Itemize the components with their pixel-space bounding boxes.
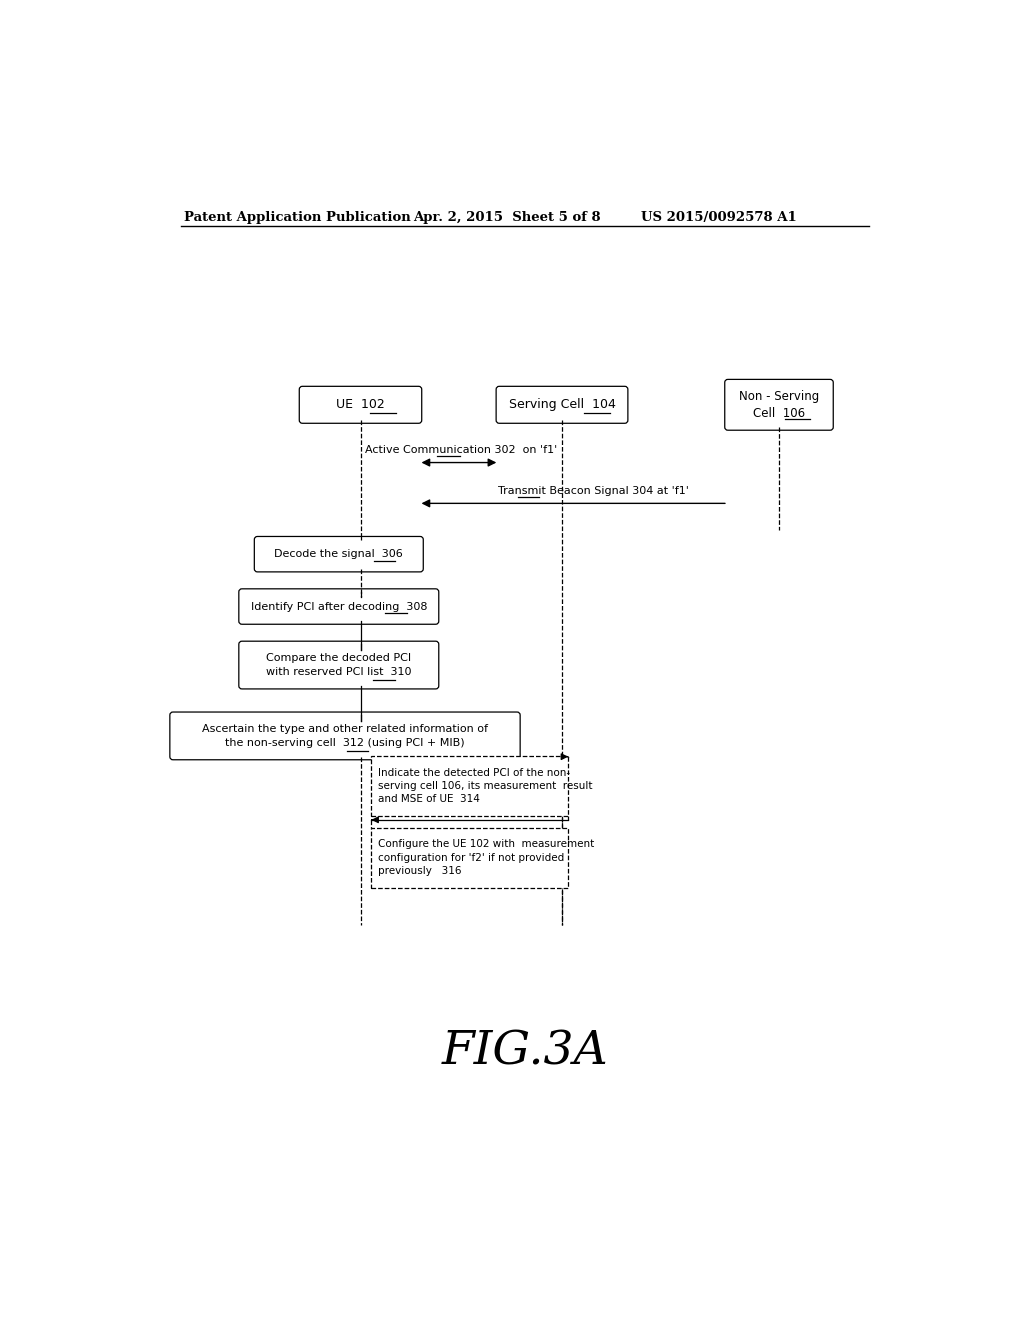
Text: UE  102: UE 102 bbox=[336, 399, 385, 412]
FancyBboxPatch shape bbox=[299, 387, 422, 424]
FancyBboxPatch shape bbox=[239, 589, 438, 624]
Text: Identify PCI after decoding  308: Identify PCI after decoding 308 bbox=[251, 602, 427, 611]
Text: FIG.3A: FIG.3A bbox=[441, 1030, 608, 1074]
FancyBboxPatch shape bbox=[239, 642, 438, 689]
Text: Apr. 2, 2015  Sheet 5 of 8: Apr. 2, 2015 Sheet 5 of 8 bbox=[414, 211, 601, 224]
Text: Active Communication 302  on 'f1': Active Communication 302 on 'f1' bbox=[366, 445, 557, 455]
Bar bbox=[372, 828, 568, 887]
Bar bbox=[372, 756, 568, 816]
FancyBboxPatch shape bbox=[170, 711, 520, 760]
FancyBboxPatch shape bbox=[254, 536, 423, 572]
FancyBboxPatch shape bbox=[496, 387, 628, 424]
Text: Ascertain the type and other related information of
the non-serving cell  312 (u: Ascertain the type and other related inf… bbox=[202, 725, 488, 747]
Text: Configure the UE 102 with  measurement
configuration for 'f2' if not provided
pr: Configure the UE 102 with measurement co… bbox=[378, 840, 594, 875]
Text: US 2015/0092578 A1: US 2015/0092578 A1 bbox=[641, 211, 797, 224]
Text: Transmit Beacon Signal 304 at 'f1': Transmit Beacon Signal 304 at 'f1' bbox=[498, 486, 688, 496]
Text: Compare the decoded PCI
with reserved PCI list  310: Compare the decoded PCI with reserved PC… bbox=[266, 653, 412, 677]
FancyBboxPatch shape bbox=[725, 379, 834, 430]
Text: Serving Cell  104: Serving Cell 104 bbox=[509, 399, 615, 412]
Text: Non - Serving
Cell  106: Non - Serving Cell 106 bbox=[739, 389, 819, 420]
Text: Indicate the detected PCI of the non-
serving cell 106, its measurement  result
: Indicate the detected PCI of the non- se… bbox=[378, 768, 592, 804]
Text: Decode the signal  306: Decode the signal 306 bbox=[274, 549, 403, 560]
Text: Patent Application Publication: Patent Application Publication bbox=[183, 211, 411, 224]
